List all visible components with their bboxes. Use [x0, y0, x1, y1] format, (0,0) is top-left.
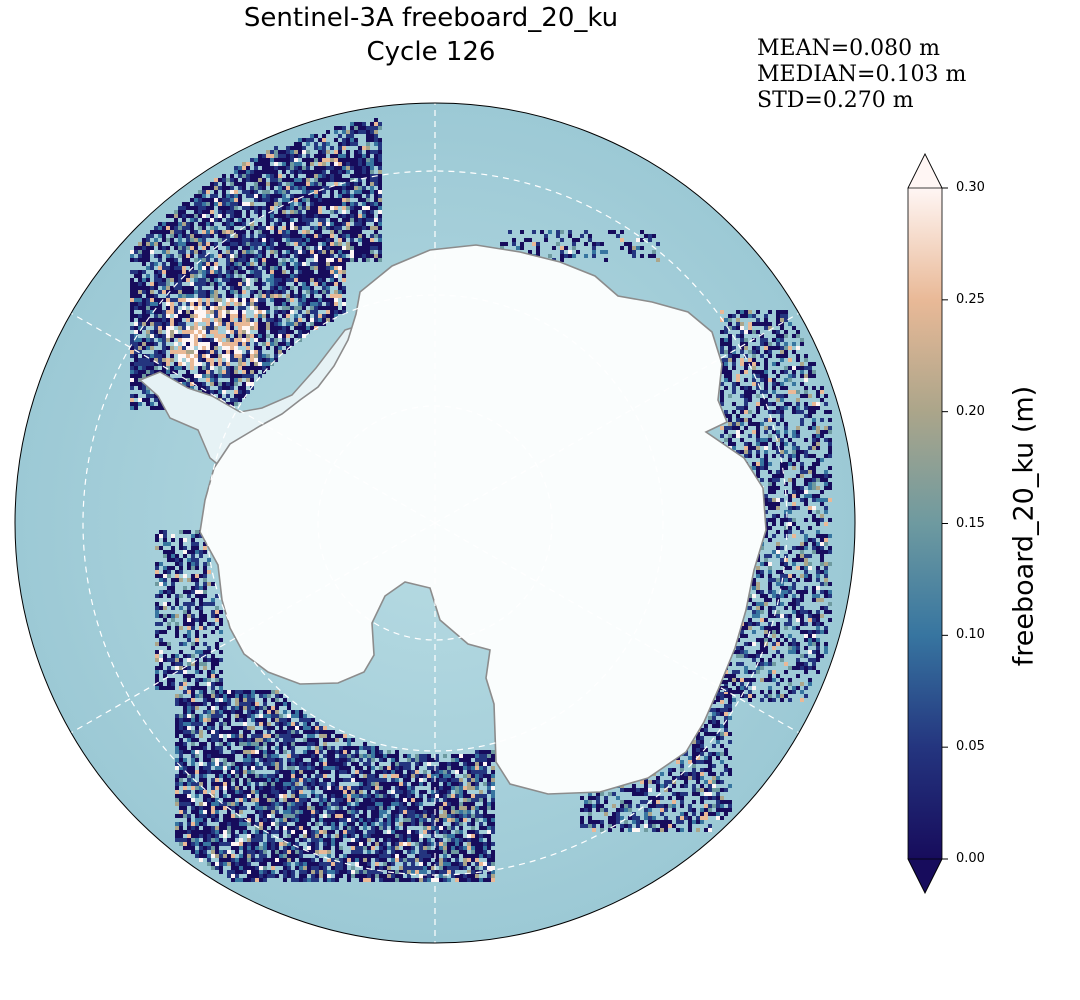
latitude-circle-70 — [206, 294, 664, 752]
colorbar-tick-label: 0.10 — [956, 627, 985, 643]
stat-mean: MEAN=0.080 m — [757, 36, 940, 61]
colorbar-extend-max — [907, 153, 943, 189]
antarctica-land — [199, 244, 767, 795]
colorbar-tick-label: 0.20 — [956, 403, 985, 419]
colorbar-tick-label: 0.05 — [956, 739, 985, 755]
meridian-120w — [68, 522, 436, 735]
colorbar-label: freeboard_20_ku (m) — [1008, 385, 1040, 667]
colorbar-extend-min — [907, 858, 943, 894]
colorbar-tick-label: 0.25 — [956, 291, 985, 307]
polar-map — [14, 102, 856, 944]
gridlines — [68, 103, 802, 943]
map-title-line-2: Cycle 126 — [366, 37, 496, 67]
colorbar-tick-label: 0.15 — [956, 515, 985, 531]
meridian-60w — [68, 311, 436, 524]
stat-std: STD=0.270 m — [757, 88, 914, 113]
colorbar-tick-label: 0.30 — [956, 180, 985, 195]
latitude-circle-80 — [317, 405, 553, 641]
colorbar-ticks — [942, 187, 948, 860]
meridian-120e — [434, 522, 802, 735]
colorbar-tick-label: 0.00 — [956, 851, 985, 866]
map-title-line-1: Sentinel-3A freeboard_20_ku — [243, 3, 619, 33]
statistics-annotation: MEAN=0.080 m MEDIAN=0.103 m STD=0.270 m — [757, 36, 966, 114]
colorbar-gradient — [908, 188, 942, 859]
meridian-60e — [434, 311, 802, 524]
map-boundary — [14, 102, 856, 944]
stat-median: MEDIAN=0.103 m — [757, 62, 967, 87]
colorbar — [907, 153, 948, 894]
